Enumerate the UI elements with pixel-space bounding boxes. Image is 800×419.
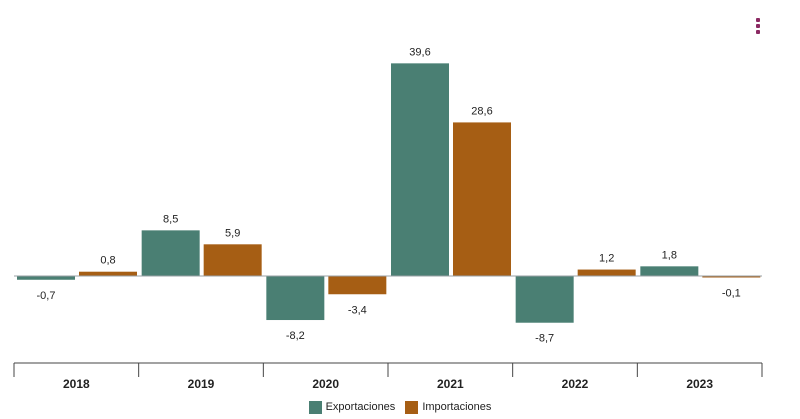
bar-exportaciones-2022 — [515, 276, 574, 323]
data-label-exportaciones-2022: -8,7 — [535, 333, 554, 345]
vertical-dots-icon[interactable] — [752, 16, 764, 36]
x-tick-label-2018: 2018 — [63, 377, 90, 391]
data-label-importaciones-2023: -0,1 — [722, 288, 741, 300]
bar-exportaciones-2021 — [391, 63, 449, 277]
data-label-importaciones-2019: 5,9 — [225, 227, 240, 239]
bar-importaciones-2018 — [79, 271, 137, 276]
data-label-importaciones-2021: 28,6 — [471, 105, 492, 117]
legend-label-exportaciones: Exportaciones — [325, 401, 396, 413]
legend-label-importaciones: Importaciones — [422, 401, 492, 413]
data-label-importaciones-2018: 0,8 — [100, 255, 115, 267]
legend-swatch-exportaciones — [308, 400, 322, 414]
x-tick-label-2020: 2020 — [312, 377, 339, 391]
bar-importaciones-2023 — [702, 276, 761, 278]
bar-exportaciones-2019 — [141, 230, 200, 276]
x-tick-label-2021: 2021 — [437, 377, 464, 391]
bar-importaciones-2020 — [328, 276, 387, 295]
data-label-exportaciones-2018: -0,7 — [37, 290, 56, 302]
legend-item-exportaciones[interactable]: Exportaciones — [308, 400, 396, 414]
bar-exportaciones-2020 — [266, 276, 325, 321]
bar-exportaciones-2018 — [17, 276, 75, 280]
bar-importaciones-2022 — [577, 269, 636, 276]
x-tick-label-2022: 2022 — [562, 377, 589, 391]
legend-swatch-importaciones — [405, 400, 419, 414]
data-label-exportaciones-2021: 39,6 — [409, 46, 430, 58]
data-label-exportaciones-2023: 1,8 — [662, 249, 677, 261]
legend: Exportaciones Importaciones — [0, 399, 800, 415]
x-tick-label-2023: 2023 — [686, 377, 713, 391]
bar-importaciones-2019 — [203, 244, 262, 276]
legend-item-importaciones[interactable]: Importaciones — [405, 400, 492, 414]
data-label-importaciones-2022: 1,2 — [599, 253, 614, 265]
x-tick-label-2019: 2019 — [188, 377, 215, 391]
data-label-exportaciones-2020: -8,2 — [286, 330, 305, 342]
data-label-importaciones-2020: -3,4 — [348, 304, 367, 316]
data-label-exportaciones-2019: 8,5 — [163, 213, 178, 225]
bar-exportaciones-2023 — [640, 266, 699, 276]
bar-importaciones-2021 — [453, 122, 511, 276]
